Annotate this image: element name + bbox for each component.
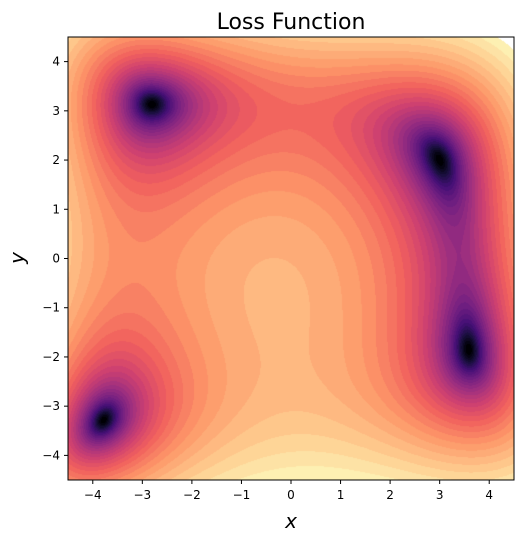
x-tick-label: −4 xyxy=(84,488,102,502)
x-tick-label: −2 xyxy=(183,488,201,502)
y-tick-label: −2 xyxy=(42,350,60,364)
y-tick-label: −3 xyxy=(42,399,60,413)
plot-area xyxy=(67,36,515,481)
x-axis: −4 −3 −2 −1 0 1 2 3 4 xyxy=(84,480,493,502)
y-tick-label: 4 xyxy=(52,55,60,69)
contour-fill xyxy=(68,37,514,480)
y-tick-label: 1 xyxy=(52,202,60,216)
y-tick-label: 3 xyxy=(52,104,60,118)
y-tick-label: −4 xyxy=(42,448,60,462)
x-tick-label: −3 xyxy=(133,488,151,502)
x-tick-label: 4 xyxy=(485,488,493,502)
chart-title: Loss Function xyxy=(217,10,366,35)
x-tick-label: 2 xyxy=(386,488,394,502)
y-tick-label: 0 xyxy=(52,252,60,266)
y-axis: −4 −3 −2 −1 0 1 2 3 4 xyxy=(42,55,68,462)
x-tick-label: −1 xyxy=(233,488,251,502)
x-tick-label: 3 xyxy=(436,488,444,502)
y-axis-label: y xyxy=(5,251,29,265)
y-tick-label: −1 xyxy=(42,301,60,315)
x-axis-label: x xyxy=(284,509,297,533)
x-tick-label: 0 xyxy=(287,488,295,502)
x-tick-label: 1 xyxy=(337,488,345,502)
y-tick-label: 2 xyxy=(52,153,60,167)
